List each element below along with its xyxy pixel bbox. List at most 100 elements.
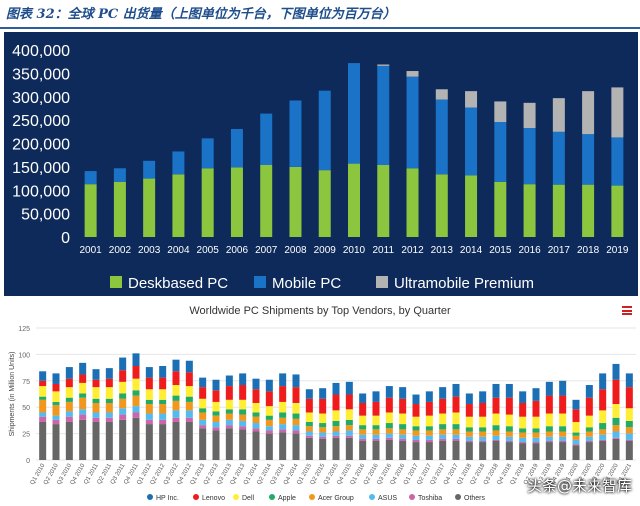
bar-segment	[359, 402, 367, 416]
bar-segment	[185, 410, 193, 418]
y-axis-label: Shipments (in Million Units)	[9, 352, 16, 437]
bar-segment	[132, 390, 140, 396]
bar-segment	[552, 184, 565, 237]
bar-segment	[92, 412, 100, 418]
legend-swatch	[254, 276, 266, 288]
bar-segment	[145, 419, 153, 425]
bar-segment	[545, 413, 553, 427]
bar-segment	[523, 102, 536, 129]
bar-segment	[172, 417, 180, 422]
bar-segment	[65, 367, 73, 379]
bar-segment	[132, 366, 140, 379]
bar-segment	[265, 430, 273, 434]
bar-segment	[159, 399, 167, 405]
bar-segment	[119, 419, 127, 460]
bar-segment	[599, 423, 607, 430]
bar-segment	[439, 413, 447, 425]
x-tick-label: 2003	[138, 245, 161, 256]
bar-segment	[92, 379, 100, 388]
bar-segment	[305, 389, 313, 399]
bar-segment	[452, 438, 460, 441]
bar-segment	[172, 385, 180, 396]
bar-segment	[359, 440, 367, 460]
bar-segment	[52, 419, 60, 425]
bar-segment	[105, 402, 113, 413]
y-tick-label: 125	[18, 326, 30, 333]
bar-segment	[494, 121, 507, 182]
bar-segment	[212, 430, 220, 460]
bar-segment	[145, 424, 153, 460]
bar-segment	[372, 415, 380, 426]
bar-segment	[319, 423, 327, 428]
bar-segment	[159, 419, 167, 425]
bar-segment	[145, 404, 153, 414]
bar-segment	[225, 419, 233, 426]
legend-marker	[409, 494, 415, 500]
bar-segment	[345, 437, 353, 460]
bar-segment	[84, 171, 97, 185]
bar-segment	[345, 425, 353, 431]
bar-segment	[545, 442, 553, 460]
bar-segment	[92, 387, 100, 399]
bar-segment	[425, 415, 433, 427]
chart-menu-icon[interactable]	[622, 306, 632, 315]
bar-segment	[479, 431, 487, 437]
bar-segment	[332, 437, 340, 460]
bar-segment	[572, 445, 580, 460]
bar-segment	[439, 438, 447, 441]
bar-segment	[265, 415, 273, 420]
bar-segment	[172, 421, 180, 460]
bar-segment	[505, 436, 513, 441]
bar-segment	[559, 395, 567, 414]
y-tick-label: 50,000	[21, 207, 70, 224]
bar-segment	[505, 440, 513, 443]
y-tick-label: 100	[18, 352, 30, 359]
bar-segment	[52, 424, 60, 460]
bar-segment	[230, 129, 243, 168]
bar-segment	[439, 429, 447, 435]
legend-label: Mobile PC	[272, 275, 341, 292]
bar-segment	[406, 168, 419, 237]
bar-segment	[212, 421, 220, 428]
vendor-shipments-svg: Worldwide PC Shipments by Top Vendors, b…	[9, 305, 636, 502]
bar-segment	[105, 368, 113, 379]
bar-segment	[559, 442, 567, 460]
bar-segment	[345, 435, 353, 438]
bar-segment	[585, 431, 593, 437]
bar-segment	[79, 419, 87, 460]
bar-segment	[159, 366, 167, 378]
bar-segment	[279, 424, 287, 430]
watermark: 头条@未来智库	[526, 477, 632, 495]
bar-segment	[425, 435, 433, 440]
bar-segment	[452, 440, 460, 460]
bar-segment	[279, 373, 287, 387]
legend-label: Dell	[242, 495, 255, 502]
bar-segment	[611, 137, 624, 186]
bar-segment	[412, 404, 420, 417]
x-tick-label: 2007	[255, 245, 278, 256]
bar-segment	[532, 432, 540, 438]
bar-segment	[305, 431, 313, 436]
bar-segment	[385, 437, 393, 440]
bar-segment	[625, 373, 633, 388]
bar-segment	[332, 382, 340, 395]
legend-marker	[369, 494, 375, 500]
bar-segment	[552, 131, 565, 185]
bar-segment	[289, 166, 302, 237]
bar-segment	[599, 373, 607, 390]
bar-segment	[119, 357, 127, 371]
bar-segment	[319, 438, 327, 460]
x-tick-label: 2004	[167, 245, 190, 256]
bar-segment	[425, 430, 433, 436]
bar-segment	[119, 381, 127, 394]
bar-segment	[532, 442, 540, 444]
x-tick-label: 2011	[373, 245, 395, 256]
bar-segment	[572, 432, 580, 436]
bar-segment	[492, 440, 500, 460]
bar-segment	[212, 379, 220, 391]
bar-segment	[185, 386, 193, 397]
bar-segment	[492, 383, 500, 398]
bar-segment	[532, 437, 540, 443]
bar-segment	[519, 442, 527, 444]
bar-segment	[79, 382, 87, 394]
